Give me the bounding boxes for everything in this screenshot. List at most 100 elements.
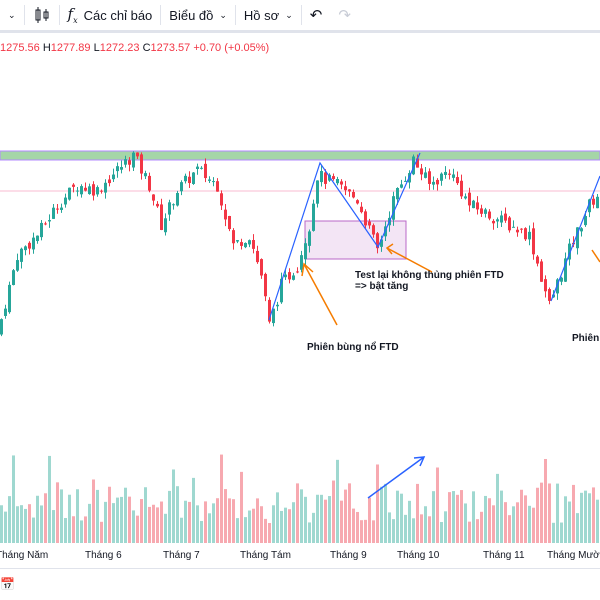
candle [444,171,447,175]
candle [584,215,587,226]
annotation-test: Test lại không thủng phiên FTD => bật tăn… [355,270,504,292]
volume-bar [200,520,203,543]
candle [132,152,135,168]
volume-bar [436,467,439,543]
redo-button[interactable]: ↷ [330,0,359,30]
volume-bar [248,510,251,543]
arrow-ftd[interactable] [301,262,338,326]
candle [368,221,371,226]
candle [548,289,551,301]
volume-bar [260,506,263,543]
candle [36,235,39,242]
volume-bar [28,504,31,543]
candle [308,231,311,246]
candlestick-icon [35,7,49,23]
candle [136,152,139,157]
candle [156,203,159,207]
candle [512,226,515,228]
chart-menu-button[interactable]: Biểu đồ ⌄ [169,7,227,23]
volume-bar [152,504,155,543]
candle [260,259,263,276]
volume-bar [48,455,51,543]
candle [508,217,511,231]
volume-bar [468,521,471,543]
volume-bar [4,511,7,543]
chevron-down-icon: ⌄ [285,9,293,20]
candle [460,180,463,197]
candle [500,215,503,223]
candle [80,186,83,195]
candle [516,229,519,233]
candle [372,225,375,235]
interval-dropdown[interactable]: ⌄ [0,0,24,30]
volume-bar [368,497,371,543]
candle [284,274,287,278]
trend-zigzag[interactable] [268,152,421,321]
volume-bar [548,483,551,543]
chart-type-button[interactable] [25,0,59,30]
volume-bar [80,520,83,543]
candle [192,172,195,184]
volume-bar [488,498,491,543]
volume-bar [64,517,67,543]
candle [12,270,15,286]
annotation-right: Phiên [572,333,600,344]
undo-button[interactable]: ↶ [302,0,331,30]
candle [220,193,223,206]
volume-bar [320,494,323,543]
volume-bar [372,520,375,543]
volume-bar [112,503,115,543]
arrow-test[interactable] [385,243,433,273]
candle [476,202,479,210]
ohlc-legend: 1275.56 H1277.89 L1272.23 C1273.57 +0.70… [0,42,270,54]
indicators-button[interactable]: fx Các chỉ báo [67,5,153,25]
volume-bar [124,487,127,543]
undo-icon: ↶ [309,7,323,24]
candle [304,243,307,260]
calendar-icon[interactable]: 📅 [0,577,15,591]
candle [180,182,183,192]
candle [396,188,399,200]
profile-menu-button[interactable]: Hồ sơ ⌄ [243,7,293,23]
volume-bar [232,499,235,543]
candle [432,181,435,185]
candle [316,180,319,204]
candle [236,240,239,242]
redo-icon: ↷ [338,7,351,24]
volume-bar [224,489,227,543]
candle [120,167,123,170]
candle [212,181,215,183]
candle [32,237,35,250]
volume-bar [564,496,567,543]
volume-bar [500,490,503,543]
trend-line[interactable] [550,175,600,302]
volume-bar [212,503,215,543]
volume-bar [308,522,311,543]
volume-bar [84,516,87,543]
volume-bar [388,512,391,543]
x-axis-label: Tháng Mười [547,550,600,561]
candle [184,175,187,182]
volume-bar [136,515,139,543]
volume-bar [376,464,379,543]
volume-bar [100,521,103,543]
volume-bar [132,510,135,543]
arrow-right[interactable] [591,249,600,263]
candle [276,304,279,307]
volume-bar [432,491,435,543]
volume-bar [32,517,35,543]
function-icon: fx [67,5,78,25]
candle [68,187,71,200]
candle [272,308,275,324]
resistance-zone[interactable] [0,150,600,161]
candle [488,211,491,219]
candle [8,284,11,313]
price-chart[interactable] [0,36,600,548]
candle [208,179,211,181]
volume-arrow[interactable] [367,456,426,499]
volume-bar [220,454,223,543]
volume-bar [584,490,587,543]
volume-bar [276,492,279,543]
volume-bar [528,505,531,543]
volume-bar [8,496,11,543]
